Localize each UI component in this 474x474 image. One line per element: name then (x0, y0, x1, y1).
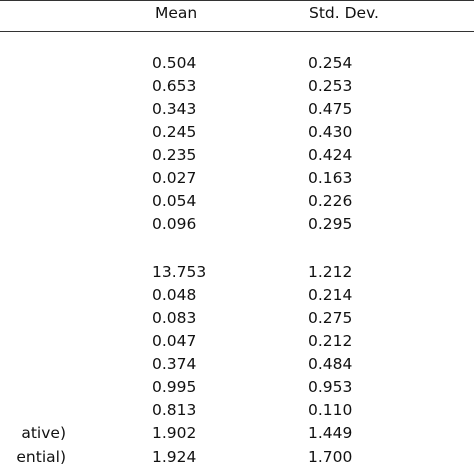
mean-cell: 0.047 (152, 332, 197, 350)
mean-cell: 0.653 (152, 77, 197, 95)
std-dev-cell: 1.212 (308, 263, 353, 281)
row-label: ential) (16, 448, 66, 466)
std-dev-cell: 0.214 (308, 286, 353, 304)
mean-cell: 0.048 (152, 286, 197, 304)
top-rule (0, 0, 474, 1)
mean-cell: 0.504 (152, 54, 197, 72)
header-rule (0, 31, 474, 32)
std-dev-column-header: Std. Dev. (309, 4, 379, 22)
std-dev-cell: 0.475 (308, 100, 353, 118)
std-dev-cell: 0.253 (308, 77, 353, 95)
std-dev-cell: 0.484 (308, 355, 353, 373)
row-label: ative) (21, 424, 66, 442)
std-dev-cell: 0.254 (308, 54, 353, 72)
mean-cell: 0.374 (152, 355, 197, 373)
std-dev-cell: 0.953 (308, 378, 353, 396)
std-dev-cell: 0.163 (308, 169, 353, 187)
std-dev-cell: 0.430 (308, 123, 353, 141)
mean-cell: 13.753 (152, 263, 207, 281)
std-dev-cell: 0.275 (308, 309, 353, 327)
mean-cell: 0.083 (152, 309, 197, 327)
std-dev-cell: 1.449 (308, 424, 353, 442)
std-dev-cell: 0.212 (308, 332, 353, 350)
mean-cell: 0.813 (152, 401, 197, 419)
mean-cell: 0.096 (152, 215, 197, 233)
mean-cell: 0.343 (152, 100, 197, 118)
mean-column-header: Mean (155, 4, 198, 22)
std-dev-cell: 0.424 (308, 146, 353, 164)
mean-cell: 0.235 (152, 146, 197, 164)
mean-cell: 1.902 (152, 424, 197, 442)
mean-cell: 0.054 (152, 192, 197, 210)
mean-cell: 0.245 (152, 123, 197, 141)
mean-cell: 1.924 (152, 448, 197, 466)
mean-cell: 0.995 (152, 378, 197, 396)
std-dev-cell: 0.295 (308, 215, 353, 233)
std-dev-cell: 1.700 (308, 448, 353, 466)
mean-cell: 0.027 (152, 169, 197, 187)
std-dev-cell: 0.110 (308, 401, 353, 419)
std-dev-cell: 0.226 (308, 192, 353, 210)
